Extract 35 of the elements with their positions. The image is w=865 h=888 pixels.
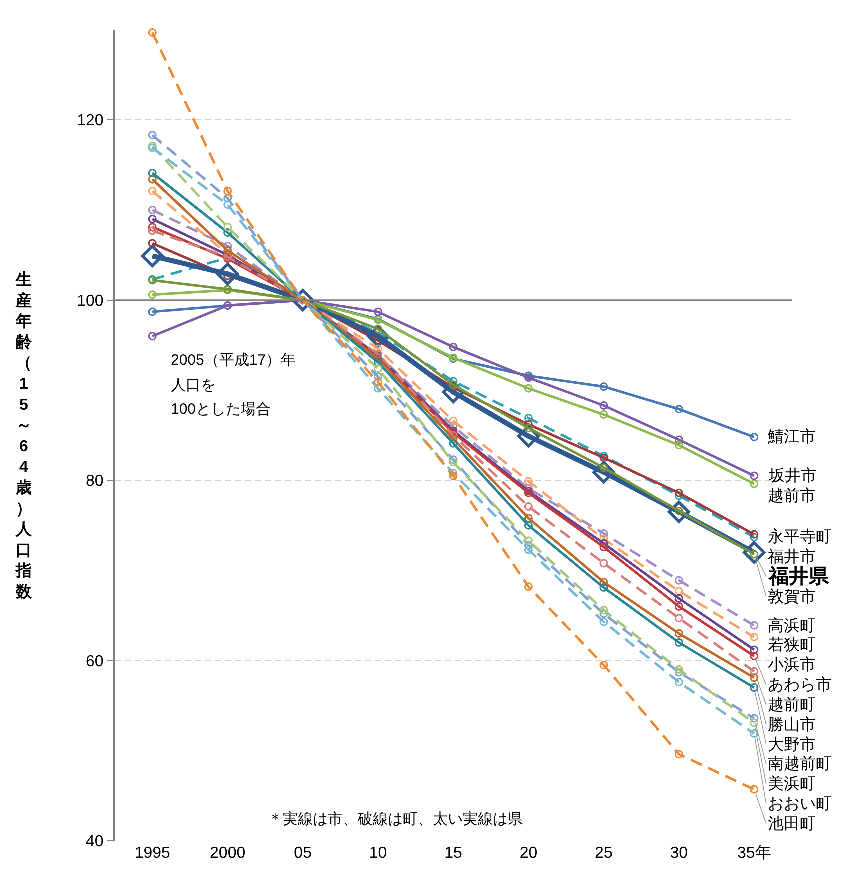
annotation: 美浜町 xyxy=(768,775,816,793)
annotation: 大野市 xyxy=(768,736,816,754)
annotation: 敦賀市 xyxy=(768,588,816,606)
x-tick-label: 05 xyxy=(294,845,312,862)
x-tick-label: 15 xyxy=(444,845,462,862)
annotation: 勝山市 xyxy=(768,716,816,734)
annotation: 永平寺町 xyxy=(768,528,832,546)
x-tick-label: 25 xyxy=(595,845,613,862)
annotation: 福井県 xyxy=(768,565,830,588)
annotation: 2005（平成17）年人口を100とした場合 xyxy=(171,352,296,418)
text: 生産年齢（15～64歳）人口指数 xyxy=(16,272,32,601)
annotation: 南越前町 xyxy=(768,755,832,773)
x-tick-label: 30 xyxy=(670,845,688,862)
annotation: 福井市 xyxy=(768,548,816,566)
x-tick-label: 20 xyxy=(520,845,538,862)
y-tick-label: 60 xyxy=(86,653,104,670)
y-tick-label: 100 xyxy=(77,292,104,310)
annotation: 坂井市 xyxy=(768,467,817,485)
annotation: 高浜町 xyxy=(768,617,816,635)
y-tick-label: 80 xyxy=(86,473,104,490)
x-tick-label: 10 xyxy=(369,845,388,862)
annotation: 若狭町 xyxy=(768,636,816,654)
annotation: 小浜市 xyxy=(768,656,816,674)
annotation: おおい町 xyxy=(768,796,832,813)
annotation: 鯖江市 xyxy=(768,428,816,446)
annotation: あわら市 xyxy=(768,676,832,694)
annotation: 越前町 xyxy=(768,696,816,714)
y-tick-label: 120 xyxy=(77,112,104,130)
annotation: 越前市 xyxy=(768,487,816,505)
annotation: 池田町 xyxy=(768,815,816,833)
annotation: ＊実線は市、破線は町、太い実線は県 xyxy=(268,811,523,828)
x-tick-label: 35年 xyxy=(737,845,772,862)
y-tick-label: 40 xyxy=(86,834,104,851)
x-tick-label: 1995 xyxy=(134,845,171,862)
x-tick-label: 2000 xyxy=(210,845,246,862)
